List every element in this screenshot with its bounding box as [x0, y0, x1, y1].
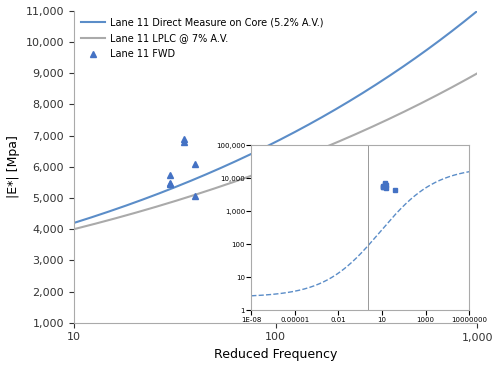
Lane 11 FWD: [192, 162, 198, 166]
Lane 11 FWD: [167, 181, 173, 185]
Lane 11 FWD: [180, 137, 186, 141]
Y-axis label: |E*| [Mpa]: |E*| [Mpa]: [7, 135, 20, 198]
Line: Lane 11 Direct Measure on Core (5.2% A.V.): Lane 11 Direct Measure on Core (5.2% A.V…: [74, 11, 477, 223]
Lane 11 Direct Measure on Core (5.2% A.V.): [311, 120, 317, 124]
X-axis label: Reduced Frequency: Reduced Frequency: [214, 348, 337, 361]
Lane 11 Direct Measure on Core (5.2% A.V.): [70, 221, 76, 225]
Lane 11 LPLC @ 7% A.V.: [70, 227, 76, 231]
Lane 11 FWD: [192, 194, 198, 199]
Lane 11 LPLC @ 7% A.V.: [474, 71, 480, 75]
Lane 11 LPLC @ 7% A.V.: [318, 147, 324, 151]
Lane 11 Direct Measure on Core (5.2% A.V.): [72, 220, 78, 225]
Lane 11 Direct Measure on Core (5.2% A.V.): [310, 120, 316, 125]
Lane 11 LPLC @ 7% A.V.: [436, 92, 442, 96]
Lane 11 Direct Measure on Core (5.2% A.V.): [474, 9, 480, 13]
Lane 11 LPLC @ 7% A.V.: [411, 105, 417, 109]
Lane 11 LPLC @ 7% A.V.: [310, 150, 316, 155]
Lane 11 FWD: [167, 182, 173, 186]
Lane 11 Direct Measure on Core (5.2% A.V.): [318, 116, 324, 120]
Lane 11 Direct Measure on Core (5.2% A.V.): [411, 57, 417, 61]
Lane 11 FWD: [167, 173, 173, 177]
Lane 11 Direct Measure on Core (5.2% A.V.): [436, 38, 442, 43]
Lane 11 FWD: [334, 216, 340, 220]
Line: Lane 11 LPLC @ 7% A.V.: Lane 11 LPLC @ 7% A.V.: [74, 73, 477, 229]
Lane 11 FWD: [180, 140, 186, 144]
Legend: Lane 11 Direct Measure on Core (5.2% A.V.), Lane 11 LPLC @ 7% A.V., Lane 11 FWD: Lane 11 Direct Measure on Core (5.2% A.V…: [78, 16, 325, 61]
Line: Lane 11 FWD: Lane 11 FWD: [166, 135, 340, 222]
Lane 11 LPLC @ 7% A.V.: [311, 150, 317, 154]
Lane 11 LPLC @ 7% A.V.: [72, 227, 78, 231]
